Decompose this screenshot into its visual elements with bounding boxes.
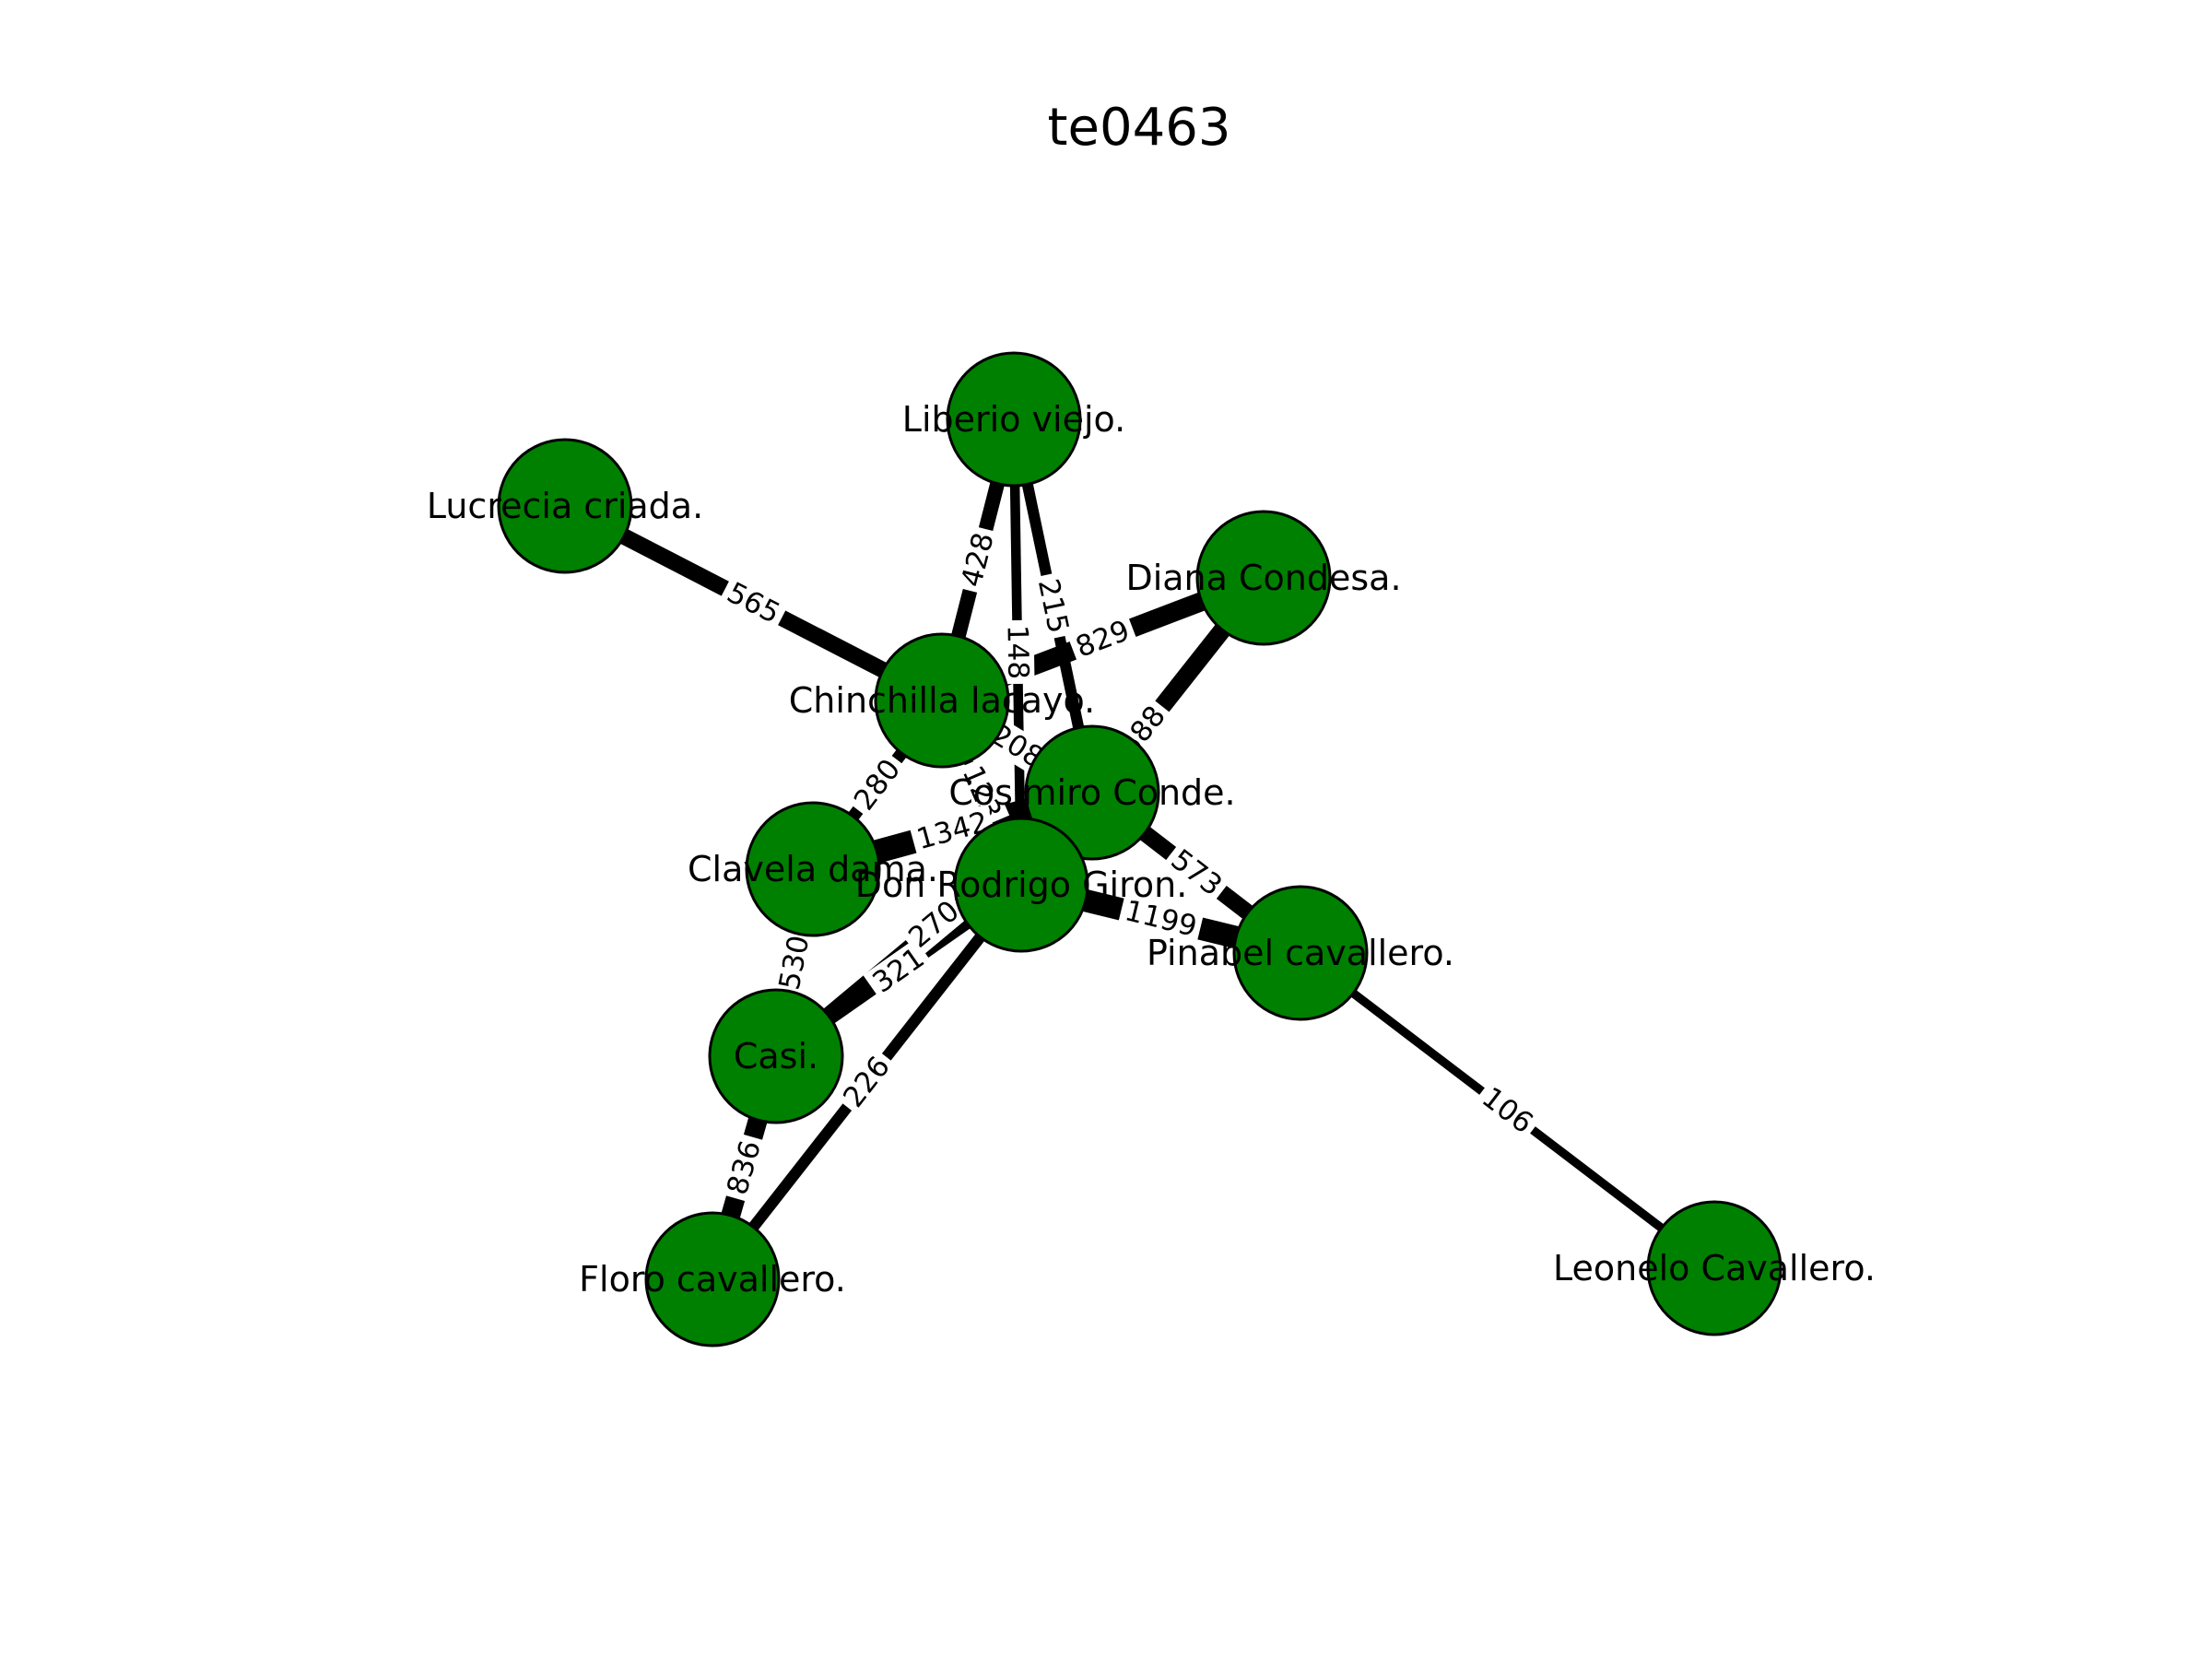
edge-weight-label: 530 (773, 933, 817, 993)
node-label-casi: Casi. (734, 1036, 818, 1077)
edge-label-liberio-cosimiro: 215 (1030, 571, 1077, 641)
edge-label-liberio-rodrigo: 148 (1000, 619, 1035, 685)
node-label-liberio: Liberio viejo. (902, 399, 1125, 440)
edge-label-background (1066, 612, 1139, 666)
node-floro (644, 1211, 781, 1347)
edge-label-casi-floro: 836 (719, 1132, 770, 1204)
node-cosimiro (1024, 724, 1160, 861)
node-chinchilla (874, 632, 1010, 769)
edge-label-background (953, 757, 1010, 829)
nodes-layer (497, 351, 1783, 1347)
edge-weight-label: 836 (721, 1137, 768, 1199)
node-lucrecia (497, 438, 633, 574)
node-label-leonelo: Leonelo Cavallero. (1553, 1248, 1876, 1288)
edge-label-background (863, 938, 935, 1003)
node-casi (708, 988, 844, 1124)
edge-label-background (1030, 571, 1077, 641)
edge-label-background (1472, 1077, 1543, 1144)
node-leonelo (1646, 1200, 1783, 1336)
edge-weight-label: 148 (1001, 625, 1035, 680)
node-labels-layer: Liberio viejo. Lucrecia criada. Diana Cond… (427, 399, 1876, 1300)
edge-label-background (1000, 619, 1035, 685)
diagram-title: te0463 (1048, 98, 1231, 158)
edge-weight-label: 829 (1071, 614, 1134, 665)
edge-label-background (1160, 840, 1232, 906)
node-label-chinchilla: Chinchilla lacayo. (789, 680, 1095, 721)
edge-label-lucrecia-chinchilla: 565 (717, 573, 790, 633)
edge-label-background (909, 804, 996, 858)
edge-label-background (717, 573, 790, 633)
edge-weight-label: 215 (1031, 576, 1075, 636)
edge-label-background (771, 928, 818, 997)
edge-label-liberio-chinchilla: 428 (954, 524, 1002, 595)
node-label-cosimiro: Cosimiro Conde. (948, 772, 1235, 813)
node-liberio (946, 351, 1082, 488)
node-label-floro: Floro cavallero. (579, 1259, 846, 1300)
node-label-rodrigo: Don Rodrigo Giron. (855, 865, 1188, 905)
node-label-pinabel: Pinabel cavallero. (1147, 933, 1454, 973)
node-diana (1195, 510, 1332, 646)
node-rodrigo (953, 817, 1089, 953)
edge-weight-label: 428 (955, 529, 1001, 590)
edge-label-background (954, 524, 1002, 595)
node-label-clavela: Clavela dama. (688, 849, 938, 889)
edge-label-clavela-casi: 530 (771, 928, 818, 997)
node-label-diana: Diana Condesa. (1125, 558, 1401, 598)
edge-label-diana-chinchilla: 829 (1066, 612, 1139, 666)
node-pinabel (1232, 885, 1369, 1021)
edge-label-background (1117, 893, 1205, 945)
node-clavela (745, 801, 881, 937)
node-label-lucrecia: Lucrecia criada. (427, 486, 703, 526)
edge-label-background (899, 891, 970, 958)
edge-label-background (719, 1132, 770, 1204)
edge-label-background (834, 1046, 900, 1118)
edge-label-background (844, 749, 911, 820)
